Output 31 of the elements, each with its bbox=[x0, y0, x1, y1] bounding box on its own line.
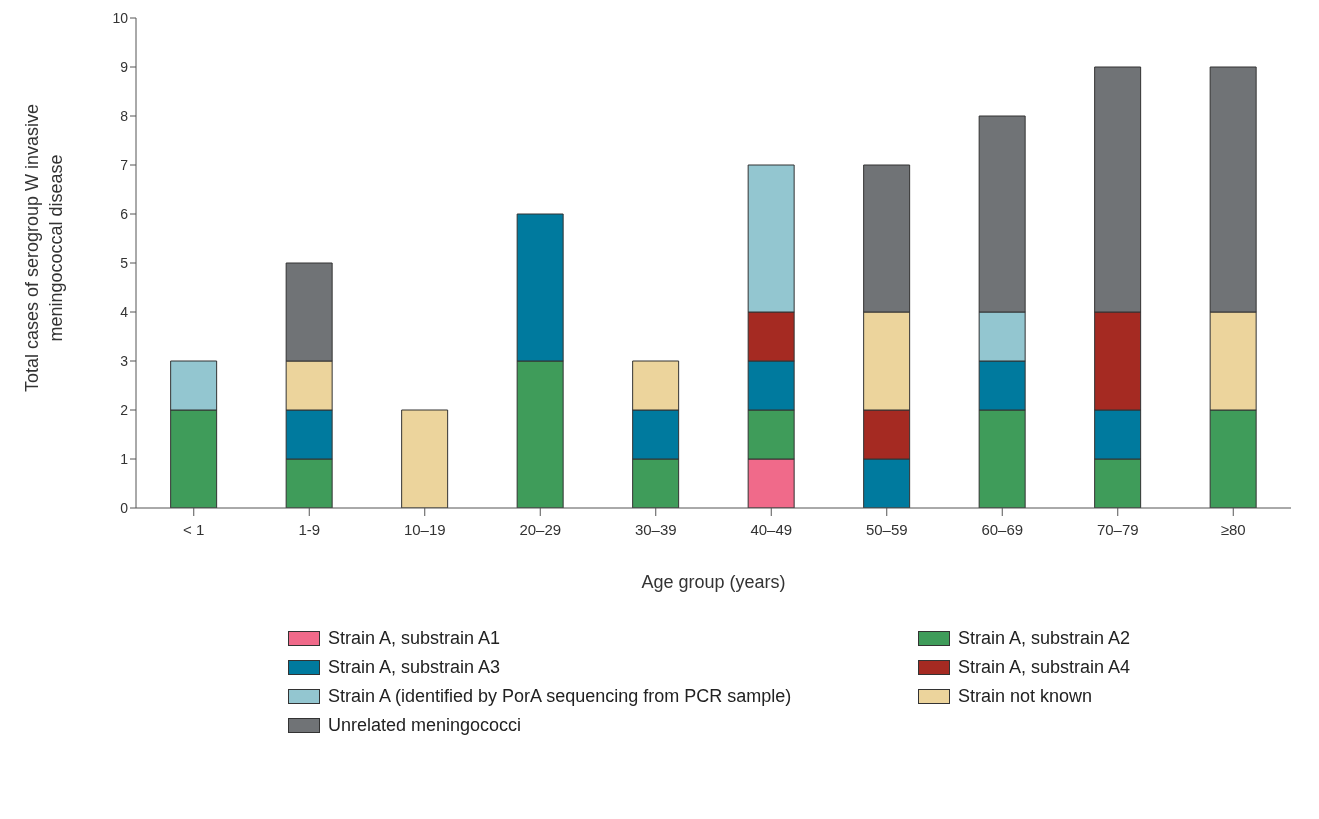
y-tick-label: 5 bbox=[120, 254, 129, 271]
legend-label: Strain A, substrain A1 bbox=[328, 628, 501, 649]
y-tick-label: 9 bbox=[120, 58, 129, 75]
x-tick-label: 30–39 bbox=[634, 520, 677, 538]
x-axis-title: Age group (years) bbox=[641, 572, 786, 592]
y-tick-label: 0 bbox=[120, 499, 129, 516]
bar bbox=[401, 409, 449, 508]
legend-label: Strain A, substrain A2 bbox=[958, 628, 1131, 649]
x-tick-label: 10–19 bbox=[403, 520, 446, 538]
y-tick-label: 6 bbox=[120, 205, 129, 222]
y-tick-label: 8 bbox=[120, 107, 129, 124]
y-tick-label: 2 bbox=[120, 401, 129, 418]
x-tick-label: ≥80 bbox=[1220, 520, 1246, 538]
legend-label: Strain A, substrain A3 bbox=[328, 657, 501, 678]
y-tick-label: 10 bbox=[112, 9, 129, 26]
y-tick-label: 3 bbox=[120, 352, 129, 369]
legend-label: Strain not known bbox=[958, 686, 1093, 707]
x-tick-label: 40–49 bbox=[750, 520, 793, 538]
legend-label: Strain A (identified by PorA sequencing from PCR sample) bbox=[328, 686, 792, 707]
x-tick-label: < 1 bbox=[183, 520, 205, 538]
legend-label: Strain A, substrain A4 bbox=[958, 657, 1131, 678]
legend-label: Unrelated meningococci bbox=[328, 715, 522, 736]
x-tick-label: 50–59 bbox=[865, 520, 908, 538]
y-tick-label: 1 bbox=[120, 450, 129, 467]
x-tick-label: 1-9 bbox=[298, 520, 321, 538]
y-tick-label: 7 bbox=[120, 156, 129, 173]
x-tick-label: 70–79 bbox=[1096, 520, 1139, 538]
y-axis-title: Total cases of serogroup W invasive meningococcal disease bbox=[21, 102, 67, 395]
x-tick-label: 60–69 bbox=[981, 520, 1024, 538]
y-tick-label: 4 bbox=[120, 303, 129, 320]
x-tick-label: 20–29 bbox=[519, 520, 562, 538]
